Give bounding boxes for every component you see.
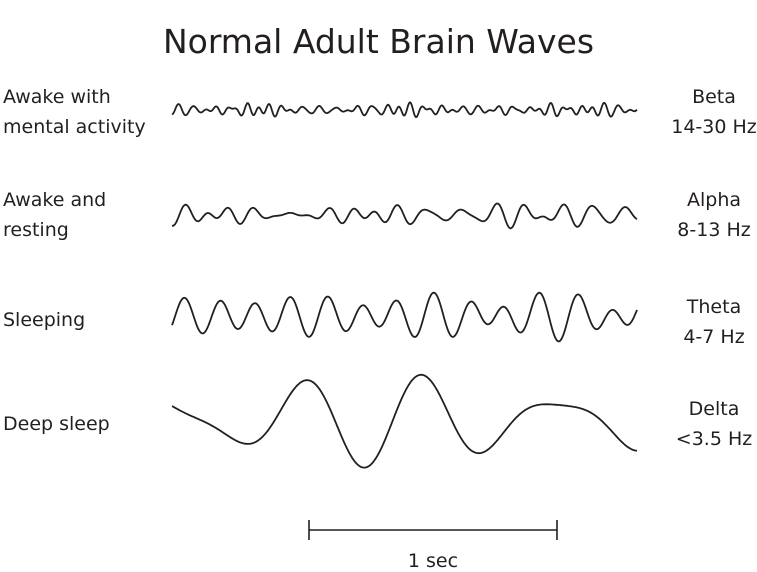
state-label-alpha: Awake and resting — [3, 185, 106, 245]
state-label-line: Deep sleep — [3, 413, 110, 435]
state-label-line: Awake with — [3, 86, 111, 108]
state-label-line: mental activity — [3, 116, 146, 138]
band-range: <3.5 Hz — [675, 428, 753, 450]
band-range: 4-7 Hz — [683, 326, 745, 348]
band-name: Delta — [688, 398, 740, 420]
state-label-theta: Sleeping — [3, 305, 85, 335]
beta-wave — [171, 101, 638, 119]
state-label-beta: Awake with mental activity — [3, 82, 146, 142]
scale-bar-label: 1 sec — [407, 550, 459, 572]
band-name: Beta — [692, 86, 736, 108]
state-label-line: Awake and — [3, 189, 107, 211]
band-label-alpha: Alpha 8-13 Hz — [668, 185, 757, 245]
state-label-delta: Deep sleep — [3, 409, 110, 439]
band-range: 8-13 Hz — [677, 219, 751, 241]
state-label-line: resting — [3, 219, 69, 241]
band-label-delta: Delta <3.5 Hz — [668, 394, 757, 454]
band-label-theta: Theta 4-7 Hz — [668, 292, 757, 352]
diagram-title: Normal Adult Brain Waves — [162, 22, 595, 61]
band-range: 14-30 Hz — [671, 116, 757, 138]
scale-bar — [308, 520, 558, 540]
state-label-line: Sleeping — [3, 309, 86, 331]
band-name: Theta — [686, 296, 742, 318]
delta-wave — [171, 373, 638, 469]
alpha-wave — [171, 202, 638, 230]
theta-wave — [171, 291, 638, 343]
band-name: Alpha — [686, 189, 742, 211]
band-label-beta: Beta 14-30 Hz — [668, 82, 757, 142]
